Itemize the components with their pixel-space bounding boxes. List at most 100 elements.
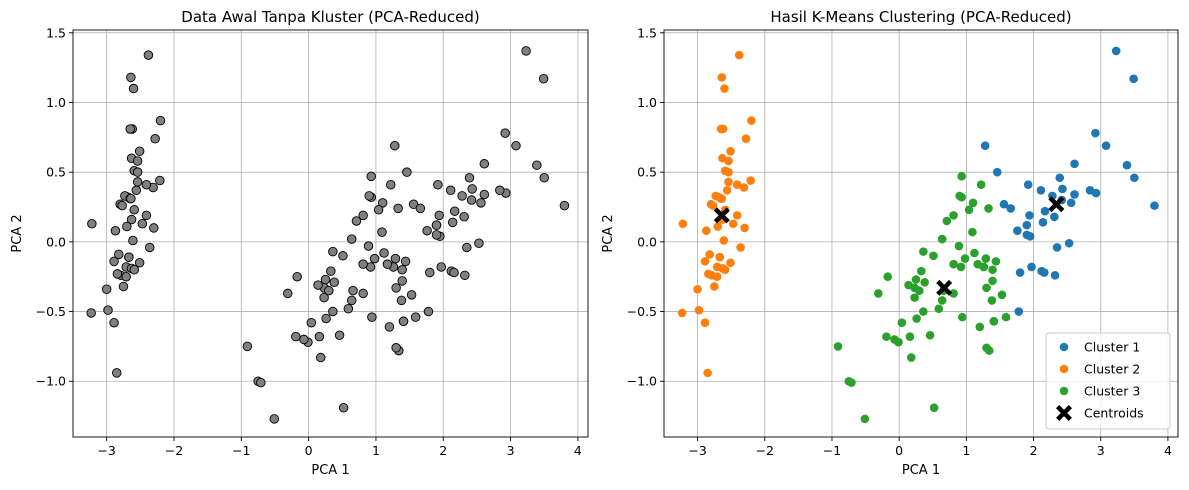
data-point (1064, 238, 1074, 248)
data-point (968, 227, 977, 237)
data-point (434, 210, 444, 221)
data-point (976, 180, 986, 190)
data-point (324, 285, 334, 296)
data-point (833, 342, 843, 351)
y-axis-label: PCA 2 (601, 214, 616, 252)
data-point (396, 295, 407, 306)
data-point (1040, 206, 1050, 216)
data-point (422, 225, 432, 236)
data-point (511, 140, 521, 151)
x-tick-label: −2 (756, 443, 774, 458)
y-tick-label: −1.0 (36, 374, 66, 389)
data-point (269, 414, 280, 424)
data-point (874, 289, 883, 298)
data-point (128, 83, 139, 94)
data-point (425, 267, 435, 278)
data-point (1070, 159, 1079, 169)
data-point (129, 264, 140, 275)
data-point (883, 272, 893, 282)
data-point (911, 275, 921, 284)
data-point (143, 50, 154, 60)
data-point (256, 377, 266, 388)
data-point (292, 271, 302, 282)
data-point (981, 254, 991, 263)
data-point (521, 46, 531, 56)
data-point (741, 134, 751, 144)
data-point (379, 248, 389, 258)
data-point (1122, 160, 1132, 170)
data-point (114, 249, 124, 260)
data-point (132, 177, 143, 187)
data-point (467, 184, 477, 194)
legend-label: Centroids (1084, 406, 1144, 421)
data-point (103, 305, 113, 315)
data-point (1023, 180, 1033, 190)
data-point (431, 220, 442, 230)
data-point (704, 269, 713, 279)
axes-frame (72, 29, 589, 438)
data-point (954, 241, 964, 251)
legend-label: Cluster 3 (1084, 384, 1140, 399)
data-point (726, 258, 735, 268)
y-tick-label: 0.0 (637, 234, 657, 249)
data-point (109, 317, 119, 328)
data-point (897, 318, 907, 328)
data-point (968, 198, 978, 208)
data-point (121, 271, 131, 282)
y-tick-label: −0.5 (627, 304, 657, 319)
data-point (314, 331, 325, 342)
data-point (1129, 74, 1138, 84)
y-tick-label: 0.0 (46, 234, 66, 249)
data-point (937, 296, 947, 305)
legend-label: Cluster 2 (1084, 362, 1140, 377)
data-point (717, 73, 727, 82)
data-point (242, 341, 253, 352)
x-axis-label: PCA 1 (902, 463, 940, 478)
data-point (391, 343, 401, 353)
data-point (343, 304, 354, 314)
data-point (700, 318, 710, 328)
data-point (979, 262, 989, 272)
data-point (397, 264, 407, 275)
centroid-marker (1048, 196, 1065, 213)
data-point (449, 267, 459, 278)
data-point (291, 331, 301, 342)
chart-title: Hasil K-Means Clustering (PCA-Reduced) (770, 8, 1071, 26)
data-point (319, 292, 329, 303)
data-point (746, 176, 755, 185)
data-point (722, 185, 732, 195)
x-tick-label: 3 (507, 443, 515, 458)
data-point (708, 201, 718, 210)
x-tick-label: 1 (962, 443, 970, 458)
data-point (460, 270, 470, 281)
data-point (110, 225, 121, 236)
data-point (912, 314, 921, 323)
data-point (920, 277, 929, 287)
data-point (457, 191, 467, 201)
data-point (964, 205, 974, 215)
data-point (949, 259, 958, 269)
x-tick-label: 0 (895, 443, 903, 458)
legend: Cluster 1 Cluster 2 Cluster 3 Centroids (1045, 332, 1171, 430)
data-point (377, 198, 388, 208)
data-point (358, 288, 368, 299)
y-tick-label: 0.5 (46, 165, 66, 180)
data-point (1013, 226, 1022, 236)
data-point (109, 256, 119, 267)
data-point (1050, 212, 1059, 222)
centroid-marker (936, 279, 953, 296)
data-point (991, 257, 1001, 266)
data-point (495, 185, 505, 196)
data-point (112, 368, 122, 378)
data-point (449, 206, 460, 216)
data-point (715, 252, 725, 262)
data-point (384, 322, 395, 332)
data-point (149, 223, 159, 233)
data-point (363, 241, 374, 251)
data-point (358, 259, 368, 269)
y-tick-label: 1.0 (637, 95, 657, 110)
x-axis-label: PCA 1 (311, 463, 349, 478)
data-point (351, 216, 362, 226)
data-point (1085, 185, 1095, 195)
